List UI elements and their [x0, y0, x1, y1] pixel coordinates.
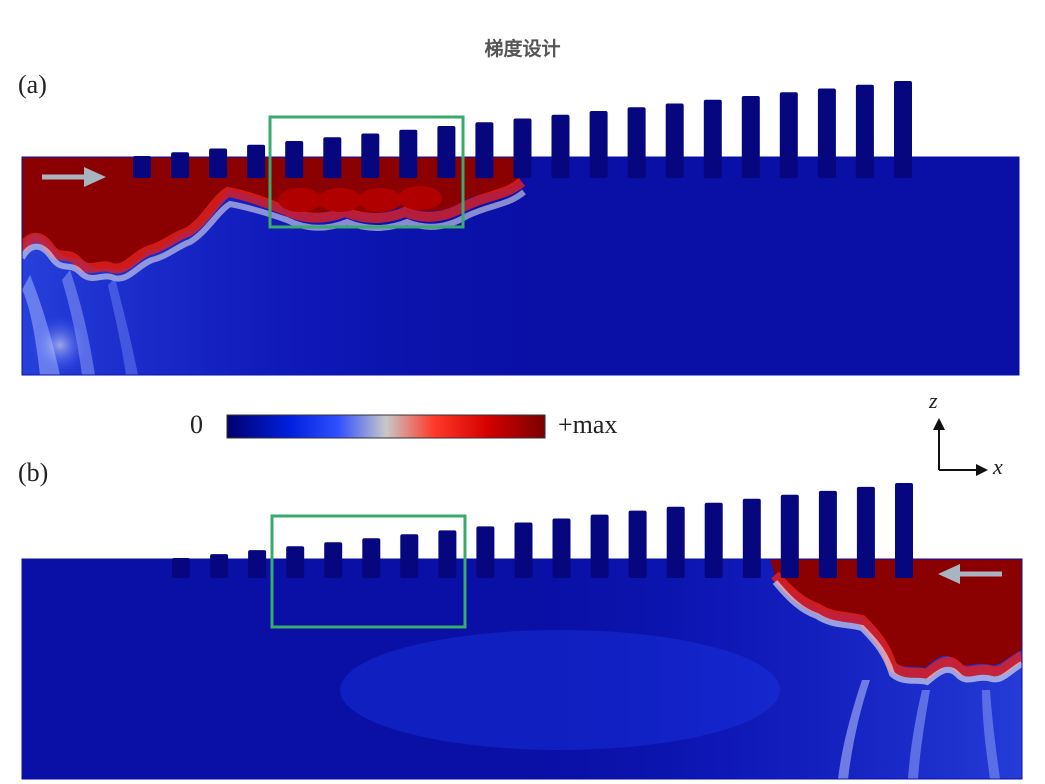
panel-a-pillar [399, 129, 418, 179]
panel-b-pillar [628, 510, 647, 578]
panel-a-highlight-box [268, 115, 465, 229]
figure-title: 梯度设计 [484, 38, 561, 60]
panel-b-pillar [210, 554, 229, 578]
panel-b-pillar [666, 506, 685, 578]
panel-b-pillar [248, 550, 267, 578]
panel-a-pillar [361, 133, 380, 178]
panel-b-pillar [476, 526, 495, 578]
panel-a-label: (a) [18, 70, 47, 99]
panel-b-pillar [514, 522, 533, 578]
panel-a-pillars [133, 81, 912, 179]
panel-a-pillar [627, 107, 646, 179]
panel-b-pillar [818, 490, 837, 578]
panel-a-pillar [703, 99, 722, 179]
panel-b-pillar [362, 538, 381, 578]
panel-b-pillar [590, 514, 609, 578]
panel-b-pillar [286, 546, 305, 578]
colorbar [226, 414, 546, 439]
panel-b-pillar [704, 502, 723, 578]
panel-b-input-arrow [938, 564, 1002, 584]
panel-b-pillar [742, 498, 761, 578]
panel-a-pillar [513, 118, 532, 178]
panel-b-pillar [895, 483, 913, 578]
panel-a-pillar [209, 148, 228, 178]
panel-a-pillar [741, 96, 760, 178]
panel-a-pillar [437, 126, 456, 178]
panel-a-pillar [551, 114, 570, 179]
panel-a-pillar [855, 84, 874, 179]
x-axis-label: x [993, 454, 1003, 479]
panel-b-pillars [172, 483, 913, 578]
panel-b-pillar [400, 534, 419, 578]
panel-a-pillar [247, 144, 266, 179]
panel-a-pillar [475, 122, 494, 179]
panel-b-field [22, 559, 1022, 779]
colorbar-min-label: 0 [190, 410, 203, 439]
panel-b-field-red [770, 559, 1022, 668]
panel-a-field-red [22, 157, 520, 270]
panel-a-pillar [285, 141, 304, 178]
panel-b-pillar [324, 542, 343, 578]
axes-indicator [933, 418, 988, 476]
panel-b-pillar [780, 494, 799, 578]
panel-a-pillar [323, 137, 342, 179]
panel-b-highlight-box [270, 514, 467, 629]
z-axis-label: z [929, 388, 938, 413]
panel-b-label: (b) [18, 458, 49, 487]
panel-a-pillar [589, 111, 608, 178]
panel-a-input-arrow [42, 167, 106, 187]
panel-a-field [22, 157, 1019, 375]
colorbar-max-label: +max [558, 410, 618, 439]
panel-b-pillar [172, 558, 190, 578]
panel-a-pillar [779, 92, 798, 179]
panel-b-pillar [438, 530, 457, 578]
panel-a-pillar [817, 88, 836, 178]
panel-a-pillar [665, 103, 684, 178]
panel-b-pillar [552, 518, 571, 578]
panel-a-pillar [133, 156, 151, 178]
panel-b-pillar [856, 486, 875, 578]
panel-a-pillar [171, 152, 190, 179]
panel-a-pillar [894, 81, 912, 178]
